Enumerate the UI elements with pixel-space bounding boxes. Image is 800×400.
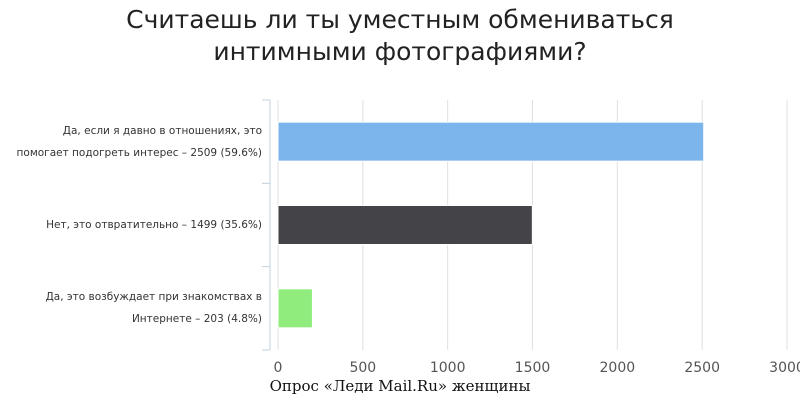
y-tick-label: Нет, это отвратительно – 1499 (35.6%) — [46, 219, 262, 231]
x-tick-label: 1500 — [515, 360, 551, 376]
x-tick-label: 0 — [274, 360, 283, 376]
bar — [277, 288, 313, 329]
caption: Опрос «Леди Mail.Ru» женщины — [269, 377, 531, 395]
x-tick-label: 2000 — [600, 360, 636, 376]
bar — [277, 205, 533, 245]
x-tick-label: 3000 — [769, 360, 800, 376]
x-tick-label: 2500 — [684, 360, 720, 376]
y-tick-label: Да, если я давно в отношениях, это помог… — [16, 124, 262, 159]
x-tick-label: 500 — [349, 360, 376, 376]
x-tick-label: 1000 — [430, 360, 466, 376]
chart-title: Считаешь ли ты уместным обмениваться инт… — [126, 5, 674, 66]
y-tick-label: Да, это возбуждает при знакомствах в Инт… — [45, 291, 262, 326]
bar — [277, 121, 705, 162]
